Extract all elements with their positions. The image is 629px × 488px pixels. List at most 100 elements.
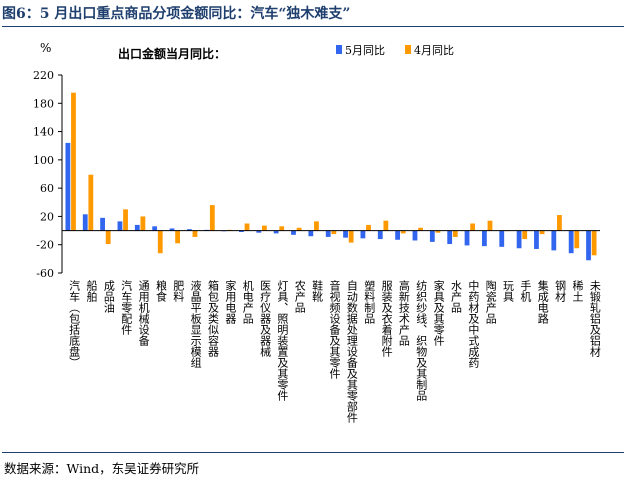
- bar-apr-5: [157, 230, 163, 254]
- bar-may-17: [360, 230, 366, 239]
- bar-may-18: [377, 230, 383, 240]
- bar-may-20: [412, 230, 418, 241]
- x-tick-label: 肥料: [172, 280, 185, 303]
- bottom-rule: [2, 452, 624, 453]
- bar-may-22: [447, 230, 453, 245]
- bar-apr-15: [331, 230, 337, 235]
- bar-apr-17: [366, 224, 371, 231]
- x-tick-label: 成品油: [102, 280, 115, 313]
- top-rule: [2, 26, 624, 27]
- bar-apr-11: [261, 225, 267, 231]
- bar-apr-19: [400, 230, 406, 234]
- bar-may-26: [516, 230, 522, 249]
- bar-chart: % 出口金额当月同比： 5月同比 4月同比 -60 -20 20 60 100 140 18…: [33, 41, 602, 424]
- bar-may-3: [117, 221, 123, 231]
- y-axis-unit: %: [40, 41, 51, 55]
- bar-apr-30: [591, 230, 597, 256]
- figure-title: 图6：5 月出口重点商品分项金额同比：汽车“独木难支”: [2, 6, 351, 22]
- bar-may-16: [343, 230, 348, 238]
- bar-may-21: [429, 230, 435, 242]
- x-tick-label: 箱包及类似容器: [207, 279, 220, 358]
- bar-apr-1: [88, 174, 94, 231]
- bar-may-10: [239, 230, 244, 232]
- bar-apr-4: [140, 216, 146, 231]
- bar-apr-10: [244, 223, 250, 231]
- bar-may-5: [152, 226, 158, 231]
- y-tick-label: -20: [36, 239, 54, 252]
- x-tick-label: 自动数据处理设备及其零部件: [345, 280, 358, 424]
- x-tick-label: 灯具、照明装置及其零件: [276, 280, 289, 402]
- legend-swatch-4: [405, 45, 411, 54]
- x-tick-label: 船舶: [85, 279, 98, 303]
- bar-apr-12: [279, 226, 285, 231]
- x-tick-label: 汽车零配件: [120, 279, 133, 336]
- bars: [65, 92, 597, 261]
- x-tick-label: 水产品: [449, 280, 462, 313]
- bar-apr-20: [418, 227, 423, 231]
- x-tick-label: 手机: [519, 279, 532, 302]
- bar-may-25: [499, 230, 505, 247]
- x-tick-label: 集成电路: [536, 279, 549, 325]
- y-axis: -60 -20 20 60 100 140 180 220: [33, 69, 63, 280]
- bar-apr-24: [487, 220, 493, 231]
- bar-may-30: [586, 230, 591, 261]
- bar-apr-3: [123, 209, 128, 231]
- bar-may-15: [325, 230, 331, 237]
- x-tick-label: 陶瓷产品: [484, 279, 497, 324]
- bar-apr-2: [105, 230, 111, 245]
- x-tick-label: 纺织纱线、织物及其制品: [415, 279, 428, 401]
- x-tick-label: 机电产品: [241, 279, 254, 324]
- bar-apr-28: [557, 215, 562, 231]
- x-tick-label: 粮食: [154, 279, 167, 303]
- x-tick-label: 家具及其零件: [432, 279, 445, 347]
- x-tick-label: 医疗仪器及器械: [259, 280, 272, 358]
- bar-may-4: [134, 224, 140, 231]
- bar-apr-13: [296, 227, 302, 231]
- x-tick-label: 中药材及中式成药: [467, 280, 480, 369]
- x-tick-label: 农产品: [293, 279, 306, 313]
- x-tick-label: 稀土: [571, 280, 584, 302]
- x-axis-labels: 汽车（包括底盘） 船舶 成品油 汽车零配件 通用机械设备 粮食 肥料 液晶平板显示模组 箱包及类…: [68, 279, 602, 424]
- bar-may-12: [273, 230, 279, 234]
- bar-apr-21: [435, 230, 441, 233]
- legend-swatch-5: [336, 45, 342, 54]
- bar-may-1: [82, 214, 88, 231]
- bar-may-27: [534, 230, 539, 249]
- bar-may-24: [481, 230, 487, 247]
- source-note: 数据来源：Wind，东吴证券研究所: [4, 461, 200, 476]
- x-tick-label: 液晶平板显示模组: [189, 279, 202, 368]
- x-tick-label: 未锻轧铝及铝材: [588, 280, 601, 357]
- bar-apr-22: [452, 230, 458, 237]
- bar-may-14: [308, 230, 314, 237]
- bar-may-11: [256, 230, 262, 233]
- bar-apr-29: [574, 230, 580, 249]
- bar-apr-14: [314, 221, 319, 231]
- x-tick-label: 钢材: [554, 280, 567, 302]
- x-tick-label: 玩具: [502, 280, 515, 302]
- y-tick-label: 180: [33, 97, 54, 110]
- legend-label-4: 4月同比: [414, 44, 454, 57]
- bar-may-2: [100, 217, 105, 231]
- legend-label-5: 5月同比: [345, 44, 385, 57]
- y-tick-label: 220: [33, 69, 54, 82]
- x-tick-label: 家用电器: [224, 279, 237, 325]
- legend: 5月同比 4月同比: [336, 44, 454, 57]
- bar-may-7: [186, 229, 192, 231]
- y-tick-label: -60: [36, 267, 54, 280]
- y-tick-label: 100: [33, 154, 54, 167]
- bar-apr-8: [209, 205, 215, 231]
- y-tick-label: 140: [33, 126, 54, 139]
- bar-apr-0: [71, 92, 76, 231]
- bar-may-23: [464, 230, 470, 246]
- bar-may-13: [291, 230, 296, 235]
- chart-title: 出口金额当月同比：: [118, 46, 226, 61]
- bar-may-0: [65, 142, 71, 231]
- bar-apr-18: [383, 220, 389, 231]
- x-tick-label: 鞋靴: [311, 279, 324, 303]
- bar-may-29: [568, 230, 574, 254]
- bar-apr-26: [522, 230, 528, 240]
- bar-apr-7: [192, 230, 198, 237]
- x-tick-label: 服装及衣着附件: [380, 280, 393, 358]
- bar-apr-27: [539, 230, 545, 235]
- bar-may-6: [169, 228, 175, 231]
